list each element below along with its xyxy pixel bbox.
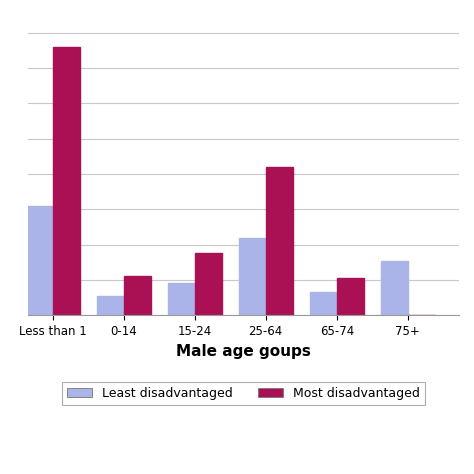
Bar [97,296,124,315]
Bar [239,237,266,315]
Bar [266,167,293,315]
X-axis label: Male age goups: Male age goups [176,344,311,358]
Bar [195,254,222,315]
Bar [168,283,195,315]
Legend: Least disadvantaged, Most disadvantaged: Least disadvantaged, Most disadvantaged [62,382,425,405]
Bar [53,47,80,315]
Bar [337,278,364,315]
Bar [381,261,408,315]
Bar [310,292,337,315]
Bar [26,206,53,315]
Bar [124,276,151,315]
